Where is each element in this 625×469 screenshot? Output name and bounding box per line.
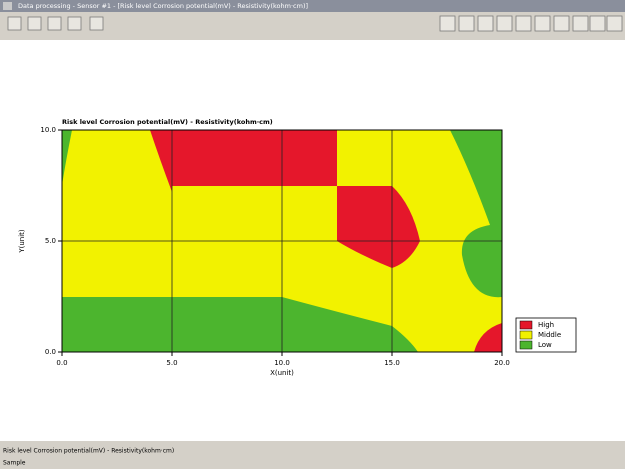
region-low [450,130,502,298]
y-axis-label: Y(unit) [18,229,26,254]
region-high [150,130,337,192]
tool-button[interactable] [89,16,104,31]
title-bar [0,0,625,12]
tool-button[interactable] [572,15,589,32]
tool-button[interactable] [47,16,62,31]
y-tick-label: 5.0 [45,237,56,245]
app-icon [3,2,12,10]
x-tick-label: 20.0 [494,359,510,367]
x-axis-label: X(unit) [270,369,294,377]
x-tick-label: 15.0 [384,359,400,367]
plot-area: 0.0 5.0 10.0 15.0 20.0 0.0 5.0 10.0 High Middle Lo… [40,126,577,367]
chart-title: Risk level Corrosion potential(mV) - Res… [62,118,273,126]
region-high [337,186,420,268]
window-title: Data processing - Sensor #1 - [Risk leve… [18,2,308,10]
status-hint: Sample [3,460,26,467]
legend-swatch [519,320,533,330]
status-text: Risk level Corrosion potential(mV) - Res… [3,448,174,455]
legend-label: High [538,321,554,329]
x-tick-label: 0.0 [56,359,67,367]
tool-button[interactable] [534,15,551,32]
tool-button[interactable] [458,15,475,32]
tool-button[interactable] [496,15,513,32]
region-high [474,323,502,352]
plot-frame [61,129,503,353]
legend-swatch [519,340,533,350]
tool-button[interactable] [7,16,22,31]
tool-button[interactable] [606,15,623,32]
x-tick-label: 10.0 [274,359,290,367]
legend-label: Low [538,341,552,349]
legend-label: Middle [538,331,561,339]
tool-button[interactable] [553,15,570,32]
status-bar [0,441,625,469]
x-tick-label: 5.0 [166,359,177,367]
tool-button[interactable] [67,16,82,31]
y-tick-label: 0.0 [45,348,56,356]
region-low [62,130,72,185]
tool-button[interactable] [439,15,456,32]
tool-button[interactable] [477,15,494,32]
tool-button[interactable] [27,16,42,31]
y-tick-label: 10.0 [40,126,56,134]
legend-swatch [519,330,533,340]
tool-button[interactable] [589,15,606,32]
tool-button[interactable] [515,15,532,32]
toolbar-buttons [7,15,623,32]
region-low [62,297,418,352]
